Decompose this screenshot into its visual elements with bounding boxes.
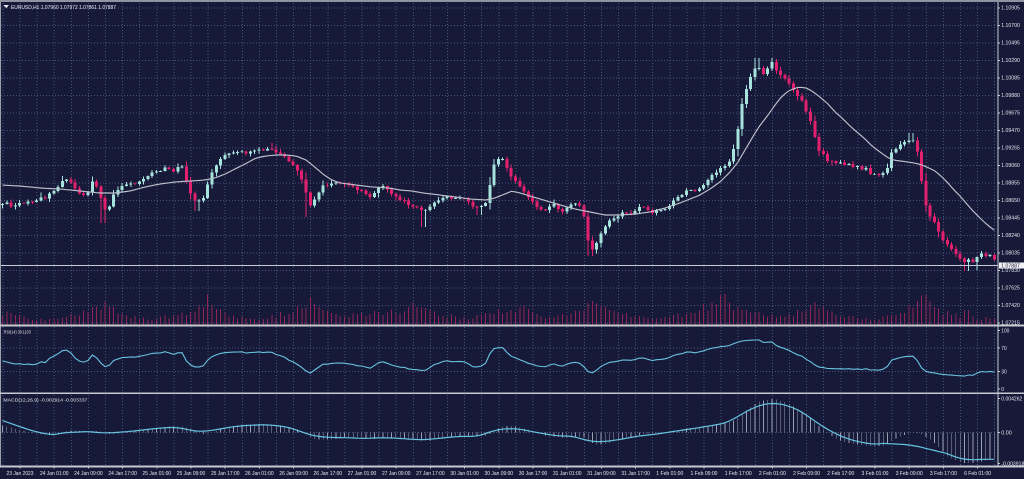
svg-text:1.10085: 1.10085 xyxy=(1001,76,1020,82)
svg-text:1.08240: 1.08240 xyxy=(1001,233,1020,239)
svg-text:1.10700: 1.10700 xyxy=(1001,23,1020,29)
svg-text:2 Feb 17:00: 2 Feb 17:00 xyxy=(827,471,854,477)
svg-text:1.07887: 1.07887 xyxy=(1001,263,1020,269)
svg-text:1.08650: 1.08650 xyxy=(1001,198,1020,204)
svg-text:23 Jan 2023: 23 Jan 2023 xyxy=(7,471,34,477)
svg-text:0.004262: 0.004262 xyxy=(1001,397,1022,403)
svg-text:25 Jan 09:00: 25 Jan 09:00 xyxy=(177,471,206,477)
svg-text:1.07625: 1.07625 xyxy=(1001,286,1020,292)
svg-text:1.08035: 1.08035 xyxy=(1001,251,1020,257)
svg-text:1.10905: 1.10905 xyxy=(1001,6,1020,12)
svg-text:RSI(14) 30.1103: RSI(14) 30.1103 xyxy=(4,329,31,334)
svg-text:31 Jan 09:00: 31 Jan 09:00 xyxy=(587,471,616,477)
svg-text:2 Feb 01:00: 2 Feb 01:00 xyxy=(759,471,786,477)
svg-text:3 Feb 17:00: 3 Feb 17:00 xyxy=(930,471,957,477)
svg-text:31 Jan 01:00: 31 Jan 01:00 xyxy=(553,471,582,477)
svg-text:MACD(12,26,9) -0.002914 -0.003: MACD(12,26,9) -0.002914 -0.003337 xyxy=(3,397,87,402)
svg-text:1.07215: 1.07215 xyxy=(1001,321,1020,327)
svg-text:1.10495: 1.10495 xyxy=(1001,41,1020,47)
svg-text:30 Jan 09:00: 30 Jan 09:00 xyxy=(485,471,514,477)
svg-text:30: 30 xyxy=(1001,369,1006,375)
svg-text:24 Jan 01:00: 24 Jan 01:00 xyxy=(40,471,69,477)
svg-text:27 Jan 17:00: 27 Jan 17:00 xyxy=(416,471,445,477)
svg-text:26 Jan 01:00: 26 Jan 01:00 xyxy=(245,471,274,477)
svg-text:24 Jan 17:00: 24 Jan 17:00 xyxy=(108,471,137,477)
svg-text:-0.003918: -0.003918 xyxy=(1001,461,1024,467)
svg-text:1.09265: 1.09265 xyxy=(1001,146,1020,152)
svg-text:25 Jan 17:00: 25 Jan 17:00 xyxy=(211,471,240,477)
svg-text:70: 70 xyxy=(1001,346,1006,352)
svg-text:31 Jan 17:00: 31 Jan 17:00 xyxy=(621,471,650,477)
svg-text:1.09880: 1.09880 xyxy=(1001,93,1020,99)
svg-text:1.07830: 1.07830 xyxy=(1001,268,1020,274)
svg-text:3 Feb 09:00: 3 Feb 09:00 xyxy=(896,471,923,477)
svg-text:1 Feb 01:00: 1 Feb 01:00 xyxy=(656,471,683,477)
svg-text:1 Feb 09:00: 1 Feb 09:00 xyxy=(691,471,718,477)
svg-text:1.10290: 1.10290 xyxy=(1001,58,1020,64)
svg-text:1.09470: 1.09470 xyxy=(1001,128,1020,134)
svg-text:0: 0 xyxy=(1001,387,1004,393)
svg-text:30 Jan 01:00: 30 Jan 01:00 xyxy=(450,471,479,477)
svg-text:6 Feb 01:00: 6 Feb 01:00 xyxy=(964,471,991,477)
svg-text:1.07420: 1.07420 xyxy=(1001,303,1020,309)
svg-text:1.08855: 1.08855 xyxy=(1001,181,1020,187)
svg-text:26 Jan 09:00: 26 Jan 09:00 xyxy=(279,471,308,477)
svg-text:1.08445: 1.08445 xyxy=(1001,216,1020,222)
svg-text:27 Jan 01:00: 27 Jan 01:00 xyxy=(348,471,377,477)
svg-text:25 Jan 01:00: 25 Jan 01:00 xyxy=(143,471,172,477)
svg-text:30 Jan 17:00: 30 Jan 17:00 xyxy=(519,471,548,477)
svg-text:27 Jan 09:00: 27 Jan 09:00 xyxy=(382,471,411,477)
svg-text:2 Feb 09:00: 2 Feb 09:00 xyxy=(793,471,820,477)
svg-text:26 Jan 17:00: 26 Jan 17:00 xyxy=(314,471,343,477)
svg-text:24 Jan 09:00: 24 Jan 09:00 xyxy=(74,471,103,477)
svg-text:EURUSD,H1 1.07960 1.07972 1.07: EURUSD,H1 1.07960 1.07972 1.07861 1.0788… xyxy=(11,5,116,11)
svg-text:3 Feb 01:00: 3 Feb 01:00 xyxy=(862,471,889,477)
svg-text:1.09675: 1.09675 xyxy=(1001,111,1020,117)
svg-text:100: 100 xyxy=(1001,329,1009,335)
svg-text:0.00: 0.00 xyxy=(1001,430,1012,436)
svg-text:1.09060: 1.09060 xyxy=(1001,163,1020,169)
svg-text:1 Feb 17:00: 1 Feb 17:00 xyxy=(725,471,752,477)
